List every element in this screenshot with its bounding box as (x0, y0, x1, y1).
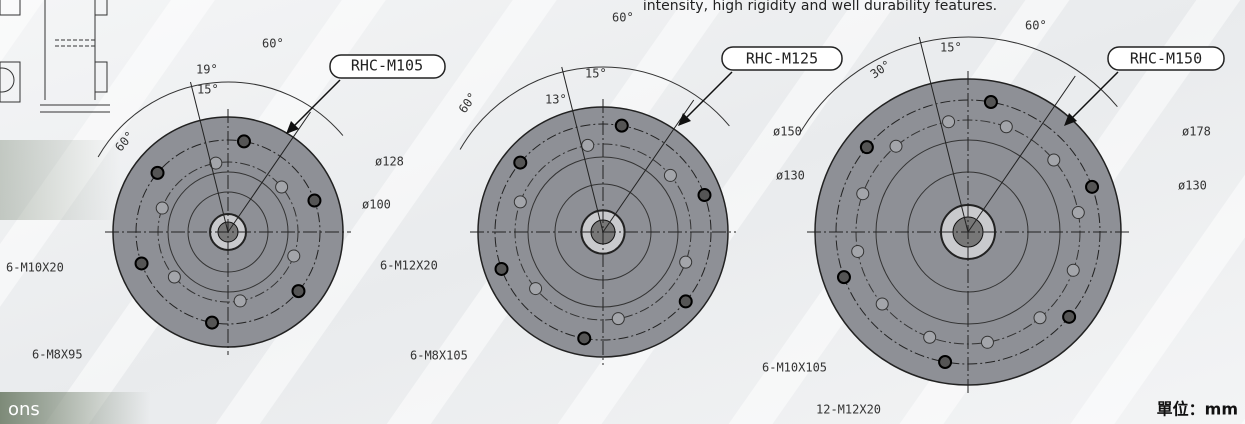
bolt-hole (1062, 309, 1077, 324)
model-box (721, 46, 843, 71)
angle-label: 60° (1025, 19, 1047, 33)
thread-hole (856, 187, 870, 201)
side-band (0, 392, 150, 424)
model-box (329, 54, 446, 79)
leader-arrow (1069, 71, 1119, 121)
angle-arc (798, 36, 1118, 135)
thread-hole (1033, 311, 1047, 325)
side-band (0, 140, 120, 220)
bolt-hole (614, 118, 629, 133)
thread-hole (513, 195, 527, 209)
bolt-hole (494, 261, 509, 276)
thread-hole (875, 297, 889, 311)
leader-line (918, 36, 969, 233)
diameter-label: ø130 (776, 169, 805, 183)
angle-label: 15° (940, 41, 962, 55)
sketch (0, 0, 110, 113)
angle-label: 15° (585, 67, 607, 81)
thread-hole (167, 270, 181, 284)
model-box (1107, 46, 1225, 71)
hole-label: 6-M10X20 (6, 261, 64, 275)
leader-line (967, 75, 1076, 233)
arrow-head (286, 121, 299, 134)
thread-hole (275, 180, 289, 194)
thread-hole (529, 282, 543, 296)
hole-label: 6-M10X105 (762, 361, 827, 375)
bolt-hole (513, 155, 528, 170)
angle-label: 19° (196, 63, 218, 77)
bolt-hole (983, 95, 998, 110)
model-label: RHC-M105 (351, 57, 423, 75)
thread-hole (1071, 206, 1085, 220)
diameter-label: ø150 (773, 125, 802, 139)
diameter-label: ø128 (375, 155, 404, 169)
hole-label: 6-M8X105 (410, 349, 468, 363)
bolt-hole (697, 188, 712, 203)
thread-hole (889, 139, 903, 153)
thread-hole (1047, 153, 1061, 167)
bolt-hole (577, 331, 592, 346)
angle-label: 15° (197, 83, 219, 97)
leader-line (227, 111, 311, 233)
thread-hole (679, 255, 693, 269)
thread-hole (999, 120, 1013, 134)
thread-hole (923, 330, 937, 344)
bolt-hole (938, 354, 953, 369)
bolt-hole (678, 294, 693, 309)
thread-hole (581, 138, 595, 152)
leader-arrow (683, 71, 733, 121)
leader-line (602, 99, 695, 233)
angle-label: 13° (545, 93, 567, 107)
leader-arrow (291, 79, 341, 129)
leader-line (561, 66, 604, 233)
side-label: ons (8, 399, 40, 420)
arrow-head (1064, 113, 1077, 126)
thread-hole (611, 312, 625, 326)
thread-hole (1066, 263, 1080, 277)
thread-hole (155, 201, 169, 215)
diameter-label: ø130 (1178, 179, 1207, 193)
bolt-hole (307, 193, 322, 208)
bolt-hole (836, 270, 851, 285)
angle-arc (459, 66, 730, 150)
bolt-hole (291, 284, 306, 299)
diameter-label: ø178 (1182, 125, 1211, 139)
hole-label: 12-M12X20 (816, 403, 881, 417)
model-label: RHC-M150 (1130, 50, 1202, 68)
bolt-hole (1085, 179, 1100, 194)
bolt-hole (236, 134, 251, 149)
bolt-hole (205, 315, 220, 330)
bolt-hole (134, 256, 149, 271)
header-text: intensity, high rigidity and well durabi… (643, 0, 997, 14)
thread-hole (209, 156, 223, 170)
thread-hole (287, 249, 301, 263)
angle-label: 60° (262, 37, 284, 51)
thread-hole (851, 244, 865, 258)
bolt-hole (150, 165, 165, 180)
thread-hole (980, 335, 994, 349)
bolt-hole (859, 140, 874, 155)
thread-hole (663, 168, 677, 182)
thread-hole (233, 294, 247, 308)
thread-hole (942, 115, 956, 129)
unit-label: 單位：mm (1157, 400, 1238, 419)
leader-line (190, 81, 229, 233)
angle-label: 60° (612, 11, 634, 25)
arrow-head (678, 113, 691, 126)
hole-label: 6-M12X20 (380, 259, 438, 273)
hole-label: 6-M8X95 (32, 348, 83, 362)
model-label: RHC-M125 (746, 50, 818, 68)
diameter-label: ø100 (362, 198, 391, 212)
